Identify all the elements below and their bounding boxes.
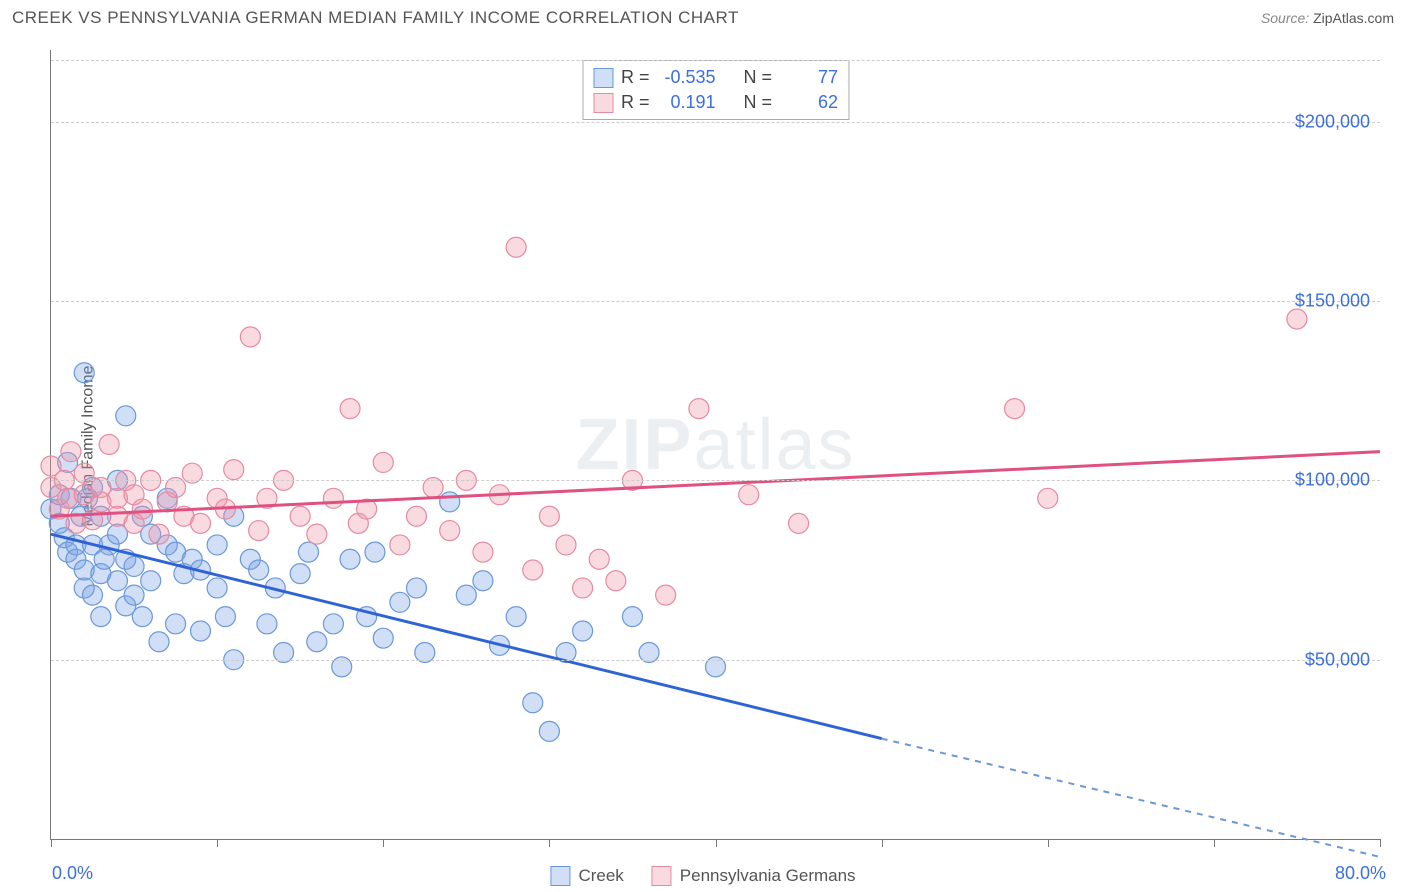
scatter-point xyxy=(132,607,152,627)
legend-swatch-pagerman xyxy=(652,866,672,886)
scatter-point xyxy=(340,399,360,419)
scatter-point xyxy=(456,585,476,605)
scatter-point xyxy=(207,578,227,598)
scatter-point xyxy=(573,578,593,598)
scatter-point xyxy=(290,564,310,584)
scatter-point xyxy=(789,513,809,533)
scatter-point xyxy=(1005,399,1025,419)
scatter-point xyxy=(91,607,111,627)
scatter-point xyxy=(589,549,609,569)
scatter-point xyxy=(249,560,269,580)
scatter-point xyxy=(523,560,543,580)
scatter-point xyxy=(116,406,136,426)
scatter-point xyxy=(440,521,460,541)
trend-line xyxy=(51,452,1380,517)
y-tick-label: $50,000 xyxy=(1305,649,1370,670)
scatter-point xyxy=(257,614,277,634)
scatter-point xyxy=(141,571,161,591)
scatter-point xyxy=(132,499,152,519)
source-credit: Source: ZipAtlas.com xyxy=(1261,10,1394,26)
scatter-point xyxy=(622,607,642,627)
chart-title: CREEK VS PENNSYLVANIA GERMAN MEDIAN FAMI… xyxy=(12,8,739,28)
legend: Creek Pennsylvania Germans xyxy=(550,866,855,886)
scatter-point xyxy=(149,632,169,652)
scatter-point xyxy=(340,549,360,569)
scatter-point xyxy=(506,237,526,257)
scatter-point xyxy=(739,485,759,505)
scatter-point xyxy=(323,614,343,634)
x-axis-max-label: 80.0% xyxy=(1335,863,1386,884)
scatter-point xyxy=(207,535,227,555)
y-tick-label: $100,000 xyxy=(1295,470,1370,491)
source-value: ZipAtlas.com xyxy=(1313,10,1394,26)
scatter-point xyxy=(61,442,81,462)
scatter-point xyxy=(539,721,559,741)
legend-label-creek: Creek xyxy=(578,866,623,886)
source-label: Source: xyxy=(1261,10,1309,26)
y-tick-label: $150,000 xyxy=(1295,291,1370,312)
scatter-point xyxy=(506,607,526,627)
trend-line-extrapolated xyxy=(882,739,1380,857)
trend-line xyxy=(51,534,882,738)
scatter-point xyxy=(606,571,626,591)
scatter-point xyxy=(99,435,119,455)
scatter-point xyxy=(83,585,103,605)
scatter-point xyxy=(473,542,493,562)
scatter-point xyxy=(240,327,260,347)
scatter-point xyxy=(1038,488,1058,508)
scatter-point xyxy=(191,513,211,533)
scatter-point xyxy=(365,542,385,562)
scatter-point xyxy=(107,571,127,591)
scatter-point xyxy=(191,621,211,641)
scatter-point xyxy=(390,592,410,612)
scatter-point xyxy=(323,488,343,508)
legend-item-pagerman: Pennsylvania Germans xyxy=(652,866,856,886)
legend-label-pagerman: Pennsylvania Germans xyxy=(680,866,856,886)
scatter-point xyxy=(656,585,676,605)
scatter-point xyxy=(149,524,169,544)
scatter-point xyxy=(166,614,186,634)
scatter-point xyxy=(249,521,269,541)
scatter-point xyxy=(390,535,410,555)
scatter-point xyxy=(307,632,327,652)
scatter-point xyxy=(307,524,327,544)
scatter-point xyxy=(689,399,709,419)
scatter-point xyxy=(290,506,310,526)
scatter-svg xyxy=(51,50,1380,839)
legend-swatch-creek xyxy=(550,866,570,886)
scatter-point xyxy=(373,452,393,472)
scatter-point xyxy=(124,585,144,605)
scatter-point xyxy=(406,578,426,598)
chart-plot-area: ZIPatlas R = -0.535 N = 77 R = 0.191 N =… xyxy=(50,50,1380,840)
scatter-point xyxy=(556,535,576,555)
scatter-point xyxy=(406,506,426,526)
scatter-point xyxy=(539,506,559,526)
scatter-point xyxy=(215,607,235,627)
x-axis-min-label: 0.0% xyxy=(52,863,93,884)
legend-item-creek: Creek xyxy=(550,866,623,886)
scatter-point xyxy=(124,556,144,576)
y-tick-label: $200,000 xyxy=(1295,111,1370,132)
scatter-point xyxy=(224,460,244,480)
scatter-point xyxy=(1287,309,1307,329)
scatter-point xyxy=(573,621,593,641)
scatter-point xyxy=(523,693,543,713)
scatter-point xyxy=(473,571,493,591)
scatter-point xyxy=(74,363,94,383)
scatter-point xyxy=(298,542,318,562)
scatter-point xyxy=(440,492,460,512)
scatter-point xyxy=(373,628,393,648)
